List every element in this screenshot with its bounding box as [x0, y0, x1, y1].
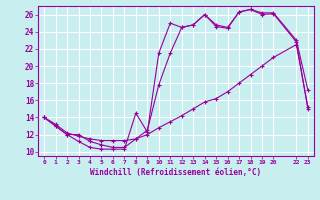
- X-axis label: Windchill (Refroidissement éolien,°C): Windchill (Refroidissement éolien,°C): [91, 168, 261, 177]
